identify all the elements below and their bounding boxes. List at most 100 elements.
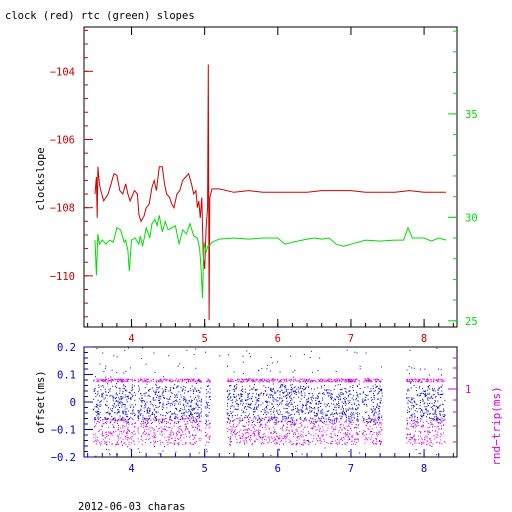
rtt-point xyxy=(234,426,236,428)
offset-point xyxy=(219,355,221,357)
rtt-point xyxy=(109,441,111,443)
rtt-point xyxy=(189,379,191,381)
offset-point xyxy=(195,407,197,409)
rtt-point xyxy=(252,381,254,383)
rtt-point xyxy=(300,426,302,428)
rtt-point xyxy=(199,429,201,431)
rtt-point xyxy=(246,430,248,431)
offset-point xyxy=(145,422,147,424)
offset-point xyxy=(208,407,210,409)
rtt-point xyxy=(277,379,279,381)
offset-point xyxy=(121,404,123,406)
rtt-point xyxy=(422,421,424,423)
rtt-point xyxy=(236,442,238,443)
offset-point xyxy=(233,385,235,387)
rtt-point xyxy=(330,443,332,445)
rtt-point xyxy=(249,440,251,442)
rtt-point xyxy=(189,431,190,433)
rtt-point xyxy=(125,438,127,440)
offset-point xyxy=(251,396,253,398)
offset-point xyxy=(199,417,201,419)
offset-point xyxy=(162,414,164,416)
rtt-point xyxy=(144,380,146,382)
rtt-point xyxy=(285,430,287,432)
offset-point xyxy=(132,389,134,391)
offset-point xyxy=(197,409,199,411)
offset-point xyxy=(375,412,377,414)
offset-point xyxy=(229,407,231,409)
offset-point xyxy=(189,413,191,415)
offset-point xyxy=(108,449,110,451)
offset-point xyxy=(113,418,115,419)
offset-point xyxy=(153,352,155,354)
rtt-point xyxy=(261,379,263,381)
rtt-point xyxy=(442,379,444,381)
rtt-point xyxy=(138,379,140,381)
offset-point xyxy=(128,392,130,393)
offset-point xyxy=(109,390,111,392)
offset-point xyxy=(379,402,381,404)
rtt-point xyxy=(123,421,125,423)
offset-point xyxy=(354,403,356,405)
offset-point xyxy=(287,416,289,418)
rtt-point xyxy=(426,441,428,443)
rtt-point xyxy=(349,433,351,435)
rtt-point xyxy=(422,443,424,445)
offset-point xyxy=(339,398,341,400)
offset-point xyxy=(319,392,321,394)
rtt-point xyxy=(284,379,286,381)
rtt-point xyxy=(351,381,353,383)
offset-point xyxy=(231,415,233,416)
offset-point xyxy=(227,403,228,405)
rtt-point xyxy=(208,438,210,440)
offset-point xyxy=(249,392,251,394)
offset-point xyxy=(266,401,268,402)
offset-point xyxy=(180,394,182,396)
rtt-point xyxy=(409,380,410,382)
rtt-point xyxy=(244,440,246,442)
offset-point xyxy=(311,388,312,390)
x-tick-label-bottom: 6 xyxy=(275,463,281,475)
rtt-point xyxy=(356,434,358,436)
rtt-point xyxy=(98,378,100,380)
rtt-point xyxy=(116,443,118,445)
rtt-point xyxy=(233,423,235,425)
rtt-point xyxy=(114,378,116,380)
offset-point xyxy=(94,417,96,418)
offset-point xyxy=(105,376,107,378)
offset-point xyxy=(336,418,338,420)
offset-point xyxy=(431,396,433,398)
offset-point xyxy=(322,413,324,415)
rtt-point xyxy=(117,422,118,424)
offset-point xyxy=(268,419,270,421)
rtt-point xyxy=(169,380,171,382)
rtt-point xyxy=(300,430,302,432)
rtt-point xyxy=(417,380,419,382)
offset-point xyxy=(336,420,337,422)
offset-point xyxy=(96,412,98,414)
offset-point xyxy=(260,419,262,421)
rtt-point xyxy=(255,438,257,440)
rtt-point xyxy=(187,428,188,430)
offset-point xyxy=(371,431,373,432)
rtt-point xyxy=(376,433,378,435)
rtt-point xyxy=(169,435,171,437)
offset-point xyxy=(283,416,285,417)
offset-point xyxy=(102,435,104,437)
offset-point xyxy=(411,419,412,421)
offset-point xyxy=(97,413,99,415)
offset-point xyxy=(124,411,126,413)
rtt-point xyxy=(240,429,242,431)
rtt-point xyxy=(336,378,338,380)
rtt-point xyxy=(254,381,256,383)
offset-point xyxy=(332,413,334,415)
offset-point xyxy=(162,397,164,398)
rtt-point xyxy=(243,378,245,380)
offset-point xyxy=(441,394,442,395)
offset-point xyxy=(439,414,441,416)
rtt-point xyxy=(121,378,123,380)
offset-point xyxy=(228,398,230,400)
offset-point xyxy=(438,419,440,421)
rtt-point xyxy=(429,431,431,433)
offset-point xyxy=(127,419,129,421)
